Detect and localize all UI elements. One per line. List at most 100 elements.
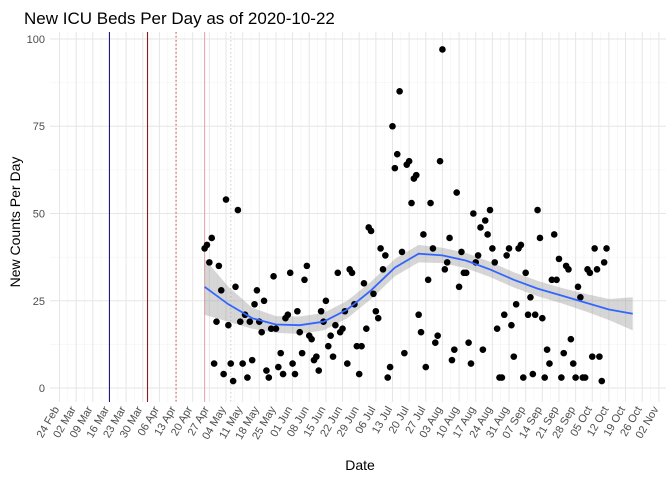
data-point [446, 234, 453, 242]
data-point [477, 224, 484, 231]
data-point [236, 318, 244, 326]
data-point [213, 318, 220, 326]
data-point [543, 346, 551, 353]
data-point [517, 241, 525, 249]
data-point [503, 252, 510, 259]
data-point [439, 46, 446, 53]
data-point [577, 293, 584, 301]
data-point [260, 297, 268, 305]
data-point [443, 259, 451, 266]
data-point [510, 353, 518, 360]
y-tick-label: 0 [39, 383, 45, 395]
data-point [498, 374, 506, 381]
data-point [598, 377, 606, 385]
data-point [417, 328, 425, 336]
data-point [546, 360, 553, 367]
data-point [251, 300, 258, 308]
data-point [427, 199, 434, 207]
data-point [353, 342, 361, 350]
data-point [536, 234, 544, 242]
data-point [327, 332, 334, 339]
confidence-band [204, 244, 633, 334]
data-point [550, 231, 558, 238]
data-point [572, 374, 579, 381]
data-point [372, 307, 380, 315]
data-point [284, 311, 292, 319]
data-point [386, 363, 394, 371]
data-point [591, 245, 598, 252]
data-point [203, 241, 211, 249]
trend-confidence-band [204, 244, 633, 334]
data-point [248, 356, 256, 364]
data-point [412, 171, 420, 179]
trend-line [204, 252, 633, 327]
data-point [253, 287, 261, 294]
data-point [519, 374, 527, 381]
y-axis-title: New Counts Per Day [7, 157, 23, 288]
data-point [363, 325, 370, 332]
data-point [560, 349, 568, 357]
y-tick-label: 50 [33, 209, 45, 221]
data-point [524, 311, 532, 319]
data-point [298, 349, 306, 357]
data-point [225, 321, 232, 329]
data-point [588, 353, 596, 360]
data-point [358, 342, 365, 350]
data-point [343, 360, 351, 367]
data-point [505, 245, 513, 252]
data-point [527, 293, 534, 301]
data-point [263, 367, 270, 374]
data-point [258, 328, 265, 336]
data-point [220, 370, 227, 378]
data-point [569, 360, 577, 367]
data-point [324, 342, 332, 350]
data-point [334, 269, 342, 277]
y-tick-label: 75 [33, 121, 45, 133]
data-point [420, 231, 427, 238]
data-point [286, 269, 294, 277]
data-point [339, 325, 346, 332]
data-point [434, 332, 441, 339]
data-point [489, 245, 496, 252]
data-point [396, 88, 403, 95]
data-point [539, 314, 546, 322]
data-point [531, 311, 539, 319]
data-point [322, 297, 330, 305]
data-point [360, 280, 368, 287]
data-point [431, 339, 439, 346]
reference-lines [108, 32, 232, 402]
y-tick-label: 100 [27, 34, 45, 46]
data-point [484, 231, 491, 238]
data-point [534, 206, 541, 214]
data-point [291, 370, 299, 378]
data-point [401, 349, 408, 357]
data-point [384, 374, 392, 381]
data-point [441, 266, 449, 273]
data-point [377, 245, 384, 252]
data-point [541, 374, 549, 381]
data-point [227, 360, 235, 367]
data-point [422, 363, 430, 371]
data-point [303, 262, 311, 270]
data-point [600, 259, 608, 266]
data-point [301, 276, 308, 284]
data-point [553, 276, 560, 284]
data-point [486, 206, 494, 214]
data-point [522, 269, 529, 277]
data-point [493, 325, 501, 332]
y-axis-ticks: 0 25 50 75 100 [27, 34, 45, 395]
data-point [508, 321, 515, 329]
data-point [229, 377, 237, 385]
data-point [308, 335, 315, 343]
data-point [465, 339, 472, 346]
data-point [222, 196, 230, 203]
data-point [451, 346, 458, 353]
data-point [355, 370, 363, 378]
data-point [208, 234, 216, 242]
data-point [391, 164, 399, 172]
data-point [370, 290, 377, 298]
data-point [574, 283, 582, 291]
chart-title: New ICU Beds Per Day as of 2020-10-22 [24, 9, 335, 28]
data-point [567, 335, 575, 343]
data-point [270, 273, 277, 280]
